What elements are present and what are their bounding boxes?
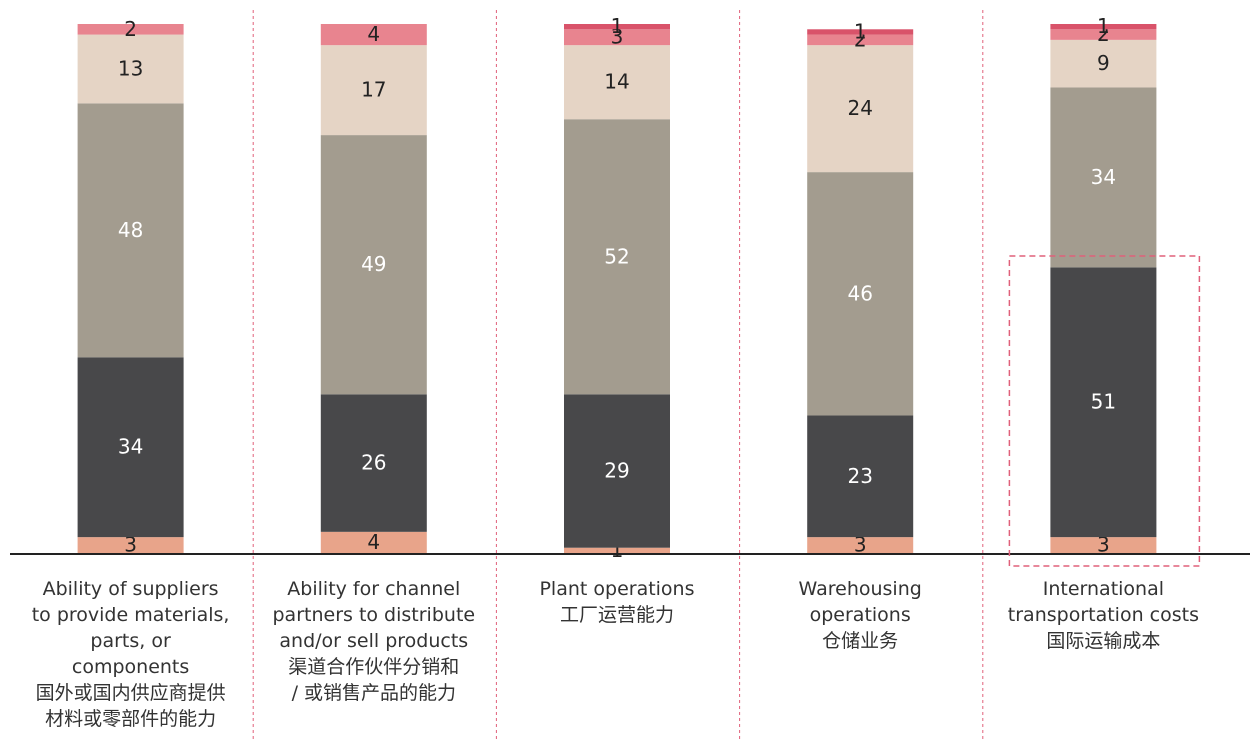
bar-segment [564, 119, 670, 395]
value-label: 23 [847, 464, 872, 488]
x-tick-label: Plant operations 工厂运营能力 [539, 578, 695, 626]
bar-segment [1050, 537, 1157, 553]
value-label: 51 [1091, 390, 1116, 414]
x-tick-label: Ability of suppliers to provide material… [31, 578, 230, 730]
bar-segment [77, 34, 184, 104]
value-label: 3 [1097, 533, 1110, 557]
value-label: 3 [124, 533, 137, 557]
bar-segment [807, 537, 914, 553]
bar-segment [1050, 24, 1157, 30]
value-label: 48 [118, 218, 143, 242]
bar-segment [807, 45, 914, 173]
bar-segment [1050, 267, 1157, 538]
value-label: 4 [367, 22, 380, 46]
bar-segment [807, 34, 914, 46]
bar-segment [77, 357, 184, 538]
value-label: 26 [361, 451, 386, 475]
bar-segment [564, 394, 670, 548]
bar-segment [320, 531, 427, 553]
x-tick-label: International transportation costs 国际运输成… [1007, 578, 1199, 652]
bar-segment [564, 547, 670, 553]
highlight-box [1008, 255, 1201, 567]
value-label: 2 [124, 17, 137, 41]
value-label: 13 [118, 56, 143, 80]
value-label: 29 [604, 459, 629, 483]
bar-segment [564, 29, 670, 46]
value-label: 1 [1097, 14, 1110, 38]
value-label: 3 [611, 25, 624, 49]
bar-segment [320, 135, 427, 395]
bar-segment [77, 24, 184, 35]
bar-segment [320, 394, 427, 532]
value-label: 14 [604, 70, 629, 94]
x-tick-label: Warehousing operations 仓储业务 [798, 578, 922, 652]
value-label: 24 [847, 96, 872, 120]
value-label: 1 [611, 14, 624, 38]
value-label: 4 [367, 530, 380, 554]
value-label: 52 [604, 244, 629, 268]
bar-segment [564, 45, 670, 120]
value-label: 46 [847, 281, 872, 305]
bar-segment [320, 24, 427, 46]
value-label: 17 [361, 78, 386, 102]
bar-segment [807, 415, 914, 538]
bar-segment [807, 172, 914, 416]
bar-segment [320, 45, 427, 136]
value-label: 9 [1097, 51, 1110, 75]
value-label: 49 [361, 252, 386, 276]
bar-segment [1050, 87, 1157, 268]
value-label: 3 [854, 533, 867, 557]
bar-segment [77, 537, 184, 553]
bar-segment [807, 29, 914, 35]
bar-segment [564, 24, 670, 30]
value-label: 1 [854, 19, 867, 43]
value-label: 34 [1091, 165, 1116, 189]
bar-segment [1050, 29, 1157, 40]
bar-segment [1050, 39, 1157, 88]
x-tick-label: Ability for channel partners to distribu… [272, 578, 476, 704]
value-label: 34 [118, 435, 143, 459]
bar-segment [77, 103, 184, 358]
